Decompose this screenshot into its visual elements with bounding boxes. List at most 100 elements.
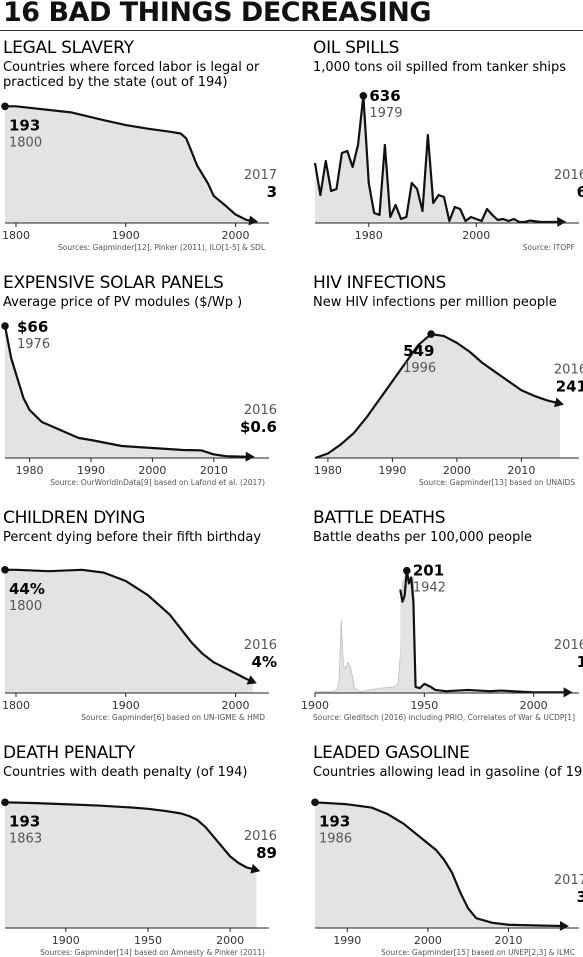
end-year-label: 2016: [554, 363, 583, 378]
x-tick-label: 1980: [16, 464, 44, 477]
chart-source: Sources: Gapminder[12], Pinker (2011), I…: [58, 243, 266, 252]
start-year-label: 1863: [9, 831, 42, 846]
chart-source: Sources: Gapminder[14] based on Amnesty …: [40, 948, 265, 957]
end-arrow: [554, 397, 564, 408]
start-year-label: 1942: [413, 581, 446, 596]
x-tick-label: 1950: [410, 699, 438, 712]
series-area: [5, 802, 257, 928]
series-line: [3, 325, 251, 458]
x-tick-label: 2000: [443, 464, 471, 477]
x-tick-label: 1900: [52, 934, 80, 947]
chart-subtitle: Countries with death penalty (of 194): [3, 765, 247, 780]
start-value-label: $66: [17, 318, 48, 336]
chart-subtitle: Percent dying before their fifth birthda…: [3, 530, 261, 545]
x-tick-label: 2000: [138, 464, 166, 477]
start-marker: [403, 566, 411, 575]
end-value-label: 4%: [252, 653, 277, 671]
end-year-label: 2016: [554, 168, 583, 183]
x-tick-label: 1950: [134, 934, 162, 947]
x-tick-label: 1980: [314, 464, 342, 477]
end-value-label: 1: [577, 653, 583, 671]
x-tick-label: 2010: [200, 464, 228, 477]
start-value-label: 44%: [9, 580, 45, 598]
series-line: [313, 94, 563, 224]
chart-title: EXPENSIVE SOLAR PANELS: [3, 273, 223, 293]
start-year-label: 1979: [369, 106, 402, 121]
start-year-label: 1986: [319, 831, 352, 846]
end-value-label: 3: [577, 888, 583, 906]
x-tick-label: 2000: [216, 934, 244, 947]
series-area: [315, 95, 563, 223]
start-value-label: 549: [403, 342, 434, 360]
end-arrow: [246, 675, 257, 685]
chart-title: HIV INFECTIONS: [313, 273, 446, 293]
series-area: [5, 326, 251, 458]
end-arrow: [248, 215, 259, 226]
end-arrow: [563, 687, 573, 698]
end-arrow: [559, 920, 569, 931]
x-tick-label: 1980: [355, 229, 383, 242]
start-value-label: 193: [9, 116, 40, 134]
start-year-label: 1800: [9, 135, 42, 150]
start-marker: [1, 566, 9, 574]
series-area: [5, 569, 254, 693]
chart-subtitle: Average price of PV modules ($/Wp ): [3, 295, 242, 310]
page-title: 16 BAD THINGS DECREASING: [3, 0, 431, 28]
end-value-label: $0.6: [240, 418, 277, 436]
chart-subtitle: Battle deaths per 100,000 people: [313, 530, 532, 545]
chart-source: Source: Gapminder[15] based on UNEP[2,3]…: [381, 948, 575, 957]
start-year-label: 1976: [17, 337, 50, 352]
x-tick-label: 1990: [378, 464, 406, 477]
x-tick-label: 1800: [2, 229, 30, 242]
chart-source: Source: OurWorldInData[9] based on Lafon…: [50, 478, 265, 487]
start-marker: [311, 798, 319, 807]
chart-title: CHILDREN DYING: [3, 508, 145, 528]
chart-subtitle: 1,000 tons oil spilled from tanker ships: [313, 60, 566, 75]
end-year-label: 2016: [244, 829, 277, 844]
start-value-label: 193: [319, 812, 350, 830]
chart-title: BATTLE DEATHS: [313, 508, 445, 528]
x-tick-label: 2000: [414, 934, 442, 947]
start-marker: [427, 330, 435, 338]
start-marker: [1, 798, 9, 807]
end-arrow: [557, 216, 567, 227]
chart-subtitle: New HIV infections per million people: [313, 295, 557, 310]
title-divider: [0, 30, 583, 31]
x-tick-label: 1990: [77, 464, 105, 477]
start-marker: [1, 322, 9, 330]
end-value-label: 241: [556, 378, 583, 396]
x-tick-label: 1800: [2, 699, 30, 712]
chart-subtitle: Countries where forced labor is legal or…: [3, 60, 260, 90]
series-line: [399, 569, 569, 694]
chart-source: Source: ITOPF: [523, 243, 575, 252]
start-value-label: 201: [413, 562, 444, 580]
x-tick-label: 1990: [333, 934, 361, 947]
series-line: [5, 568, 254, 683]
start-value-label: 636: [369, 87, 400, 105]
series-area: [315, 334, 561, 458]
start-marker: [1, 102, 9, 111]
start-year-label: 1800: [9, 599, 42, 614]
chart-source: Source: Gapminder[13] based on UNAIDS: [419, 478, 575, 487]
chart-title: LEADED GASOLINE: [313, 743, 470, 763]
x-tick-label: 2000: [222, 699, 250, 712]
x-tick-label: 1900: [301, 699, 329, 712]
series-area: [5, 106, 255, 223]
x-tick-label: 2010: [495, 934, 523, 947]
end-year-label: 2017: [244, 168, 277, 183]
start-value-label: 193: [9, 812, 40, 830]
end-year-label: 2016: [244, 403, 277, 418]
end-arrow: [245, 451, 255, 462]
series-area: [315, 802, 565, 928]
chart-source: Source: Gleditsch (2016) including PRIO,…: [313, 713, 575, 722]
end-value-label: 89: [256, 844, 277, 862]
end-arrow: [250, 863, 261, 874]
series-line: [314, 801, 565, 928]
chart-title: DEATH PENALTY: [3, 743, 136, 763]
end-year-label: 2016: [554, 638, 583, 653]
end-year-label: 2017: [554, 873, 583, 888]
start-year-label: 1996: [403, 361, 436, 376]
x-tick-label: 2000: [462, 229, 490, 242]
start-marker: [359, 92, 368, 100]
